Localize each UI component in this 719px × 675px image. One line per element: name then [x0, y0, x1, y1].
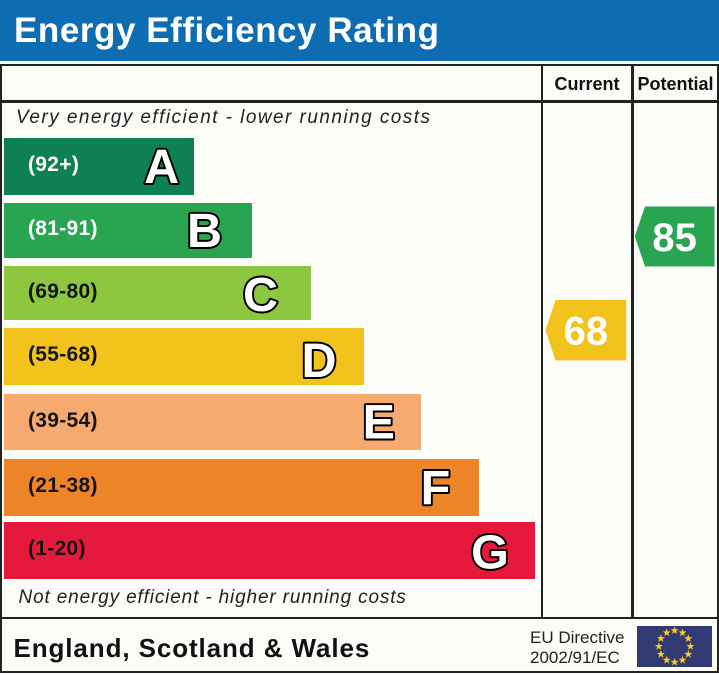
svg-text:C: C — [243, 268, 278, 322]
svg-text:G: G — [471, 525, 509, 579]
svg-text:E: E — [363, 396, 395, 450]
svg-text:68: 68 — [564, 310, 609, 354]
svg-text:B: B — [187, 204, 222, 258]
svg-text:85: 85 — [652, 216, 697, 260]
svg-text:D: D — [301, 334, 336, 388]
svg-text:F: F — [421, 461, 451, 515]
svg-text:A: A — [144, 140, 179, 194]
